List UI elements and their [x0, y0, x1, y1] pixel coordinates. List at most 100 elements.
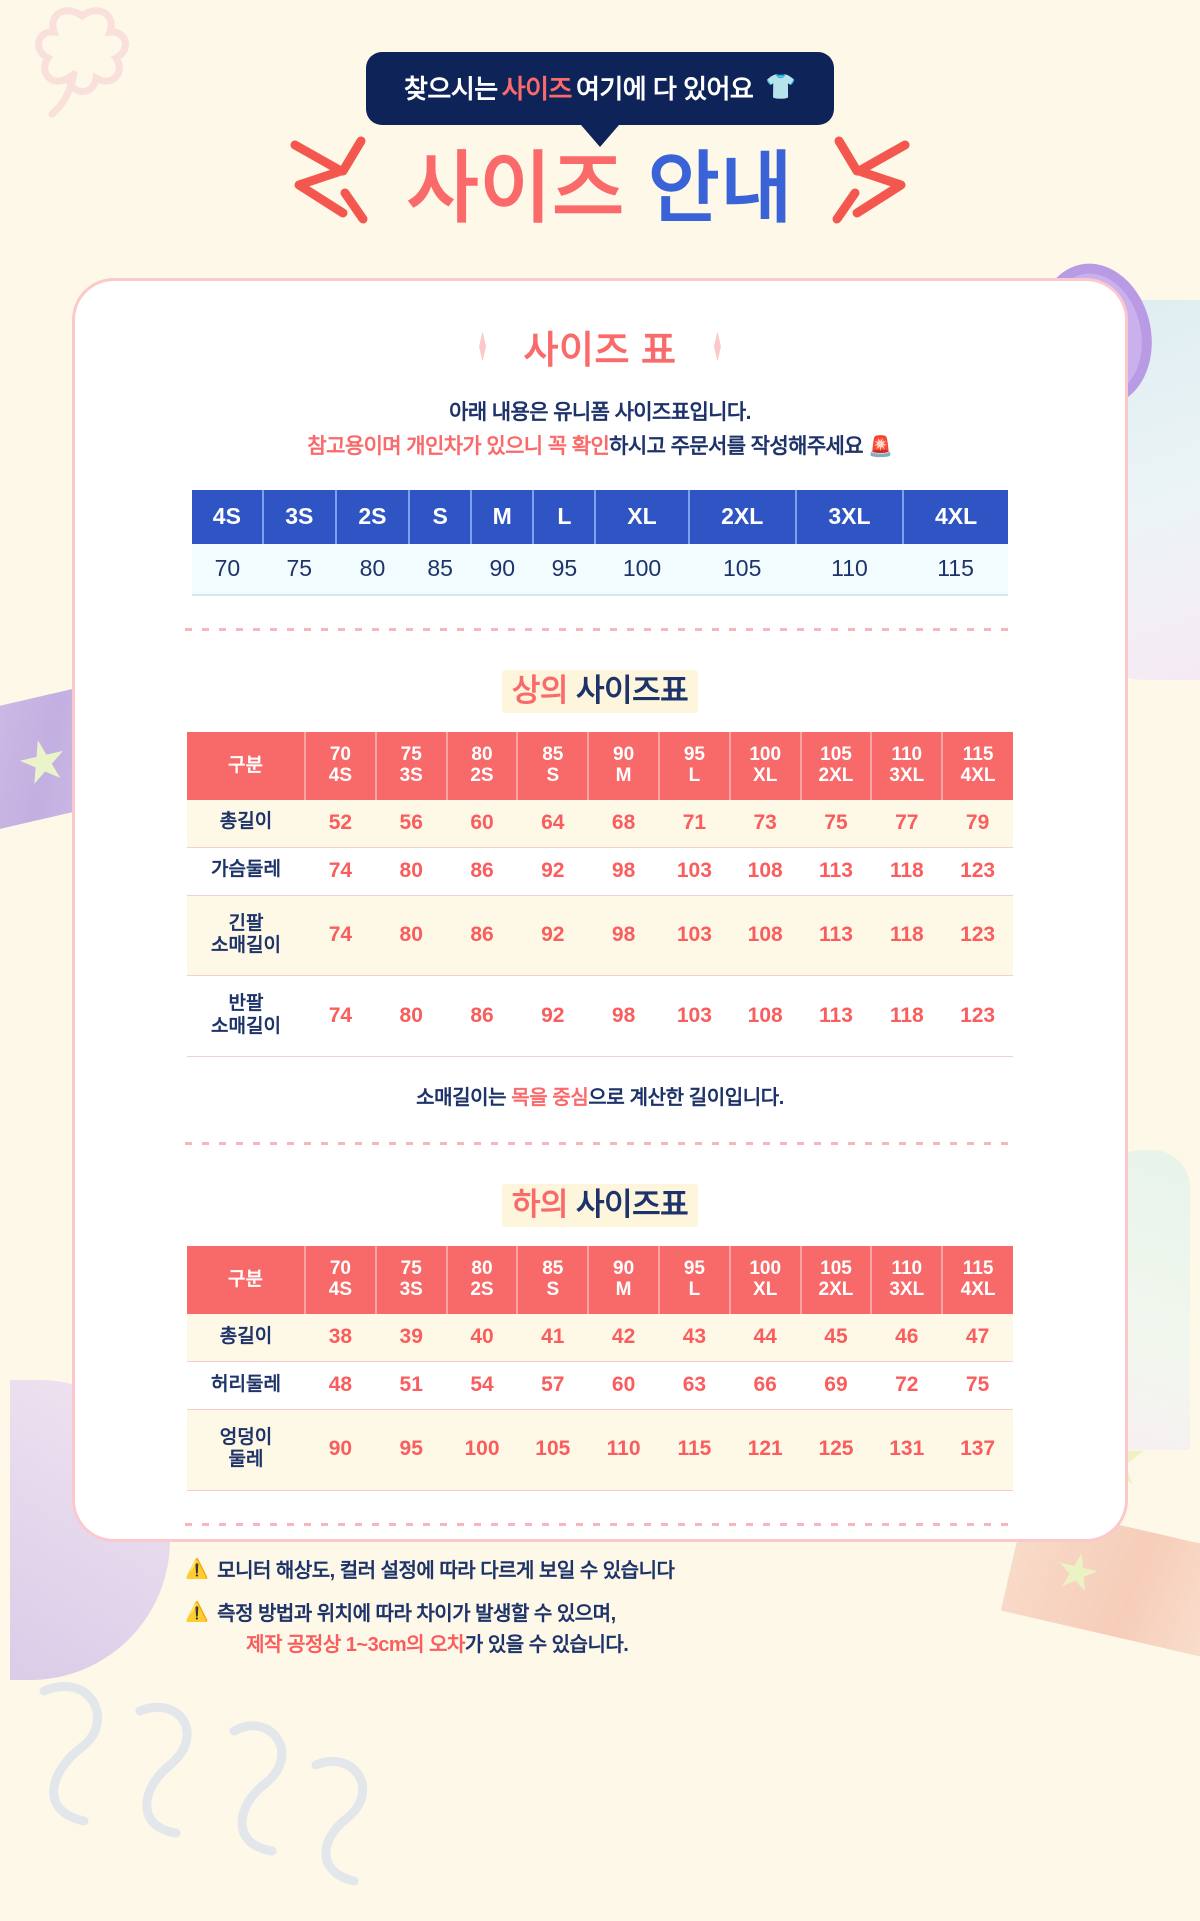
size-code-value-row: 70 75 80 85 90 95 100 105 110 115 [192, 544, 1008, 597]
measurement-value: 92 [517, 975, 589, 1058]
bottom-table-column-header: 70 4S [305, 1246, 377, 1314]
top-banner-container: 찾으시는 사이즈 여기에 다 있어요 👕 [0, 52, 1200, 147]
warning-text-2-line1: 측정 방법과 위치에 따라 차이가 발생할 수 있으며, [217, 1602, 616, 1625]
measurement-value: 66 [729, 1361, 801, 1410]
measurement-value: 98 [588, 975, 659, 1058]
measurement-value: 105 [517, 1409, 589, 1491]
column-size-code: 4S [328, 765, 353, 787]
measurement-value: 125 [800, 1409, 872, 1491]
measurement-value: 40 [446, 1313, 518, 1362]
bottom-table-body: 총길이 38 39 40 41 42 43 44 45 46 47 허리둘레 48 51 54 57 60 63 6… [187, 1313, 1013, 1491]
column-size-code: 2XL [818, 765, 854, 787]
top-table-row-label: 긴팔 소매길이 [187, 895, 305, 977]
measurement-value: 92 [517, 847, 589, 896]
table-row: 총길이 52 56 60 64 68 71 73 75 77 79 [187, 799, 1013, 848]
measurement-value: 63 [658, 1361, 730, 1410]
column-size-code: L [688, 765, 701, 787]
column-size-code: 3S [399, 765, 423, 787]
top-table-column-header: 85 S [517, 732, 590, 800]
measurement-value: 39 [375, 1313, 447, 1362]
column-size-code: 2S [470, 1279, 494, 1301]
bottom-table-column-header: 115 4XL [942, 1246, 1013, 1314]
column-size-number: 95 [683, 744, 705, 766]
measurement-value: 115 [658, 1409, 730, 1491]
sparkle-doodle-left [290, 136, 368, 224]
column-size-number: 90 [613, 744, 635, 766]
size-code-label: 3S [262, 490, 337, 545]
diamond-icon-left [479, 331, 487, 362]
size-code-label: L [533, 490, 597, 545]
column-size-number: 75 [400, 744, 422, 766]
measurement-value: 71 [658, 799, 730, 848]
banner-pointer [581, 125, 619, 147]
measurement-value: 113 [800, 847, 872, 896]
warning-item-1: ⚠️ 모니터 해상도, 컬러 설정에 따라 다르게 보일 수 있습니다 [185, 1556, 1125, 1587]
size-code-label: 2S [335, 490, 411, 545]
measurement-value: 118 [871, 975, 943, 1058]
page-title-red: 사이즈 [406, 144, 626, 232]
measurement-value: 74 [305, 847, 376, 896]
measurement-value: 60 [588, 1361, 659, 1410]
measurement-value: 74 [305, 895, 376, 977]
measurement-value: 80 [375, 975, 447, 1058]
column-size-number: 115 [962, 744, 994, 766]
top-table-column-header: 115 4XL [942, 732, 1013, 800]
sleeve-note-before: 소매길이는 [416, 1087, 512, 1110]
column-size-number: 110 [891, 1258, 923, 1280]
measurement-value: 56 [375, 799, 447, 848]
size-code-value: 85 [409, 544, 472, 597]
measurement-value: 123 [942, 895, 1013, 977]
row-label-line1: 엉덩이 [219, 1426, 273, 1448]
top-section-heading: 상의 사이즈표 [75, 665, 1125, 714]
measurement-value: 60 [446, 799, 518, 848]
measurement-value: 47 [942, 1313, 1013, 1362]
bottom-size-table: 구분 70 4S 75 3S 80 2S 85 S 90 M 95 L 100 XL 105 2XL 110 3XL… [187, 1246, 1013, 1491]
size-code-value: 80 [335, 544, 410, 597]
warning-list: ⚠️ 모니터 해상도, 컬러 설정에 따라 다르게 보일 수 있습니다 ⚠️ 측… [185, 1556, 1125, 1661]
row-label-line2: 둘레 [228, 1449, 264, 1471]
measurement-value: 118 [871, 847, 943, 896]
size-code-header-row: 4S 3S 2S S M L XL 2XL 3XL 4XL [192, 490, 1008, 545]
measurement-value: 86 [446, 895, 518, 977]
size-code-value: 70 [192, 544, 263, 597]
column-size-number: 95 [683, 1258, 705, 1280]
measurement-value: 90 [305, 1409, 376, 1491]
measurement-value: 86 [446, 975, 518, 1058]
column-size-number: 105 [820, 1258, 852, 1280]
column-size-code: 2XL [818, 1279, 854, 1301]
sparkle-doodle-right [832, 136, 910, 224]
bottom-table-row-label: 허리둘레 [187, 1361, 305, 1410]
tshirt-icon: 👕 [765, 73, 796, 101]
column-size-code: 4S [328, 1279, 353, 1301]
column-size-code: S [546, 1279, 560, 1301]
sleeve-note-after: 으로 계산한 길이입니다. [588, 1087, 784, 1110]
size-code-label: 3XL [795, 490, 905, 545]
siren-icon: 🚨 [868, 436, 893, 459]
size-code-label: 2XL [688, 490, 797, 545]
measurement-value: 108 [729, 847, 801, 896]
bottom-table-header-row: 구분 70 4S 75 3S 80 2S 85 S 90 M 95 L 100 XL 105 2XL 110 3XL… [187, 1246, 1013, 1314]
bottom-table-column-header: 85 S [517, 1246, 590, 1314]
table-row: 가슴둘레 74 80 86 92 98 103 108 113 118 123 [187, 847, 1013, 896]
column-size-number: 100 [749, 744, 782, 766]
measurement-value: 74 [305, 975, 376, 1058]
warning-rest: 가 있을 수 있습니다. [464, 1633, 629, 1656]
measurement-value: 75 [800, 799, 872, 848]
warning-text-2-line2: 제작 공정상 1~3cm의 오차가 있을 수 있습니다. [217, 1630, 629, 1661]
measurement-value: 45 [800, 1313, 872, 1362]
measurement-value: 80 [375, 847, 447, 896]
column-size-number: 115 [962, 1258, 994, 1280]
measurement-value: 113 [800, 975, 872, 1058]
measurement-value: 42 [588, 1313, 659, 1362]
measurement-value: 77 [871, 799, 943, 848]
intro-line-1: 아래 내용은 유니폼 사이즈표입니다. [449, 401, 751, 424]
measurement-value: 54 [446, 1361, 518, 1410]
warning-icon: ⚠️ [185, 1601, 209, 1623]
measurement-value: 118 [871, 895, 943, 977]
table-row: 긴팔 소매길이 74 80 86 92 98 103 108 113 118 123 [187, 895, 1013, 977]
measurement-value: 137 [942, 1409, 1013, 1491]
bottom-table-column-header: 75 3S [375, 1246, 448, 1314]
diamond-icon-right [713, 331, 721, 362]
measurement-value: 80 [375, 895, 447, 977]
top-table-row-label: 총길이 [187, 799, 305, 848]
